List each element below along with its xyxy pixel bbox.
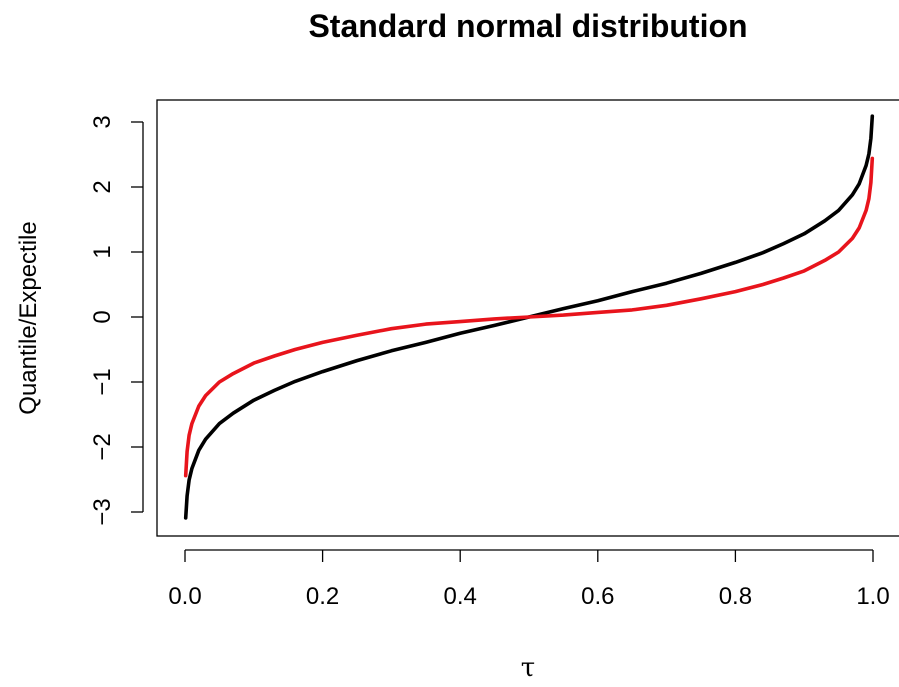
y-tick-label: −3 xyxy=(89,498,116,525)
x-tick-label: 0.2 xyxy=(306,583,339,610)
series-layer xyxy=(183,114,875,520)
x-tick-label: 0.6 xyxy=(581,583,614,610)
x-tick-label: 0.0 xyxy=(168,583,201,610)
y-axis-label: Quantile/Expectile xyxy=(15,221,42,414)
y-tick-label: 2 xyxy=(89,180,116,193)
x-axis: 0.0 0.2 0.4 0.6 0.8 1.0 xyxy=(168,549,890,610)
x-tick-label: 0.4 xyxy=(444,583,477,610)
x-tick-label: 1.0 xyxy=(856,583,889,610)
y-tick-label: −1 xyxy=(89,368,116,395)
y-tick-label: 0 xyxy=(89,310,116,323)
x-tick-label: 0.8 xyxy=(719,583,752,610)
y-tick-label: 1 xyxy=(89,245,116,258)
chart-title: Standard normal distribution xyxy=(308,8,747,44)
plot-frame xyxy=(156,99,899,537)
y-axis: −3 −2 −1 0 1 2 3 xyxy=(89,115,144,526)
y-tick-label: 3 xyxy=(89,115,116,128)
series-line-2 xyxy=(183,156,875,478)
x-axis-label: τ xyxy=(521,653,535,683)
y-tick-label: −2 xyxy=(89,433,116,460)
